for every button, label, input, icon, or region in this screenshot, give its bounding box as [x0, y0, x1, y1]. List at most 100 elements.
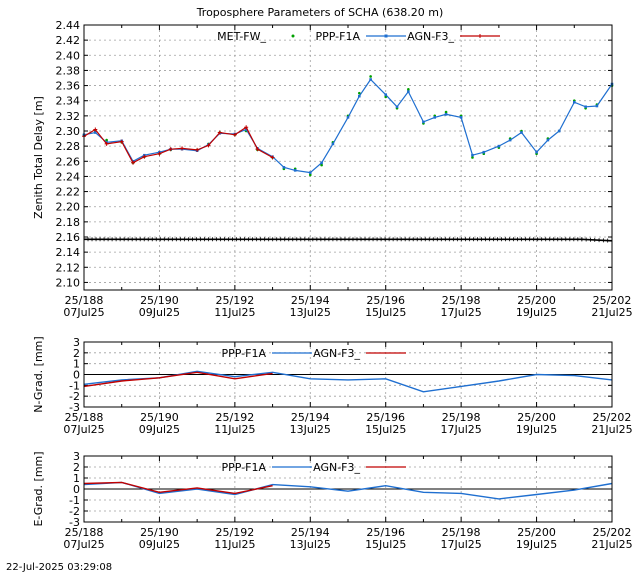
y-tick-label: 2.10	[56, 276, 81, 289]
y-tick-label: 2.38	[56, 64, 81, 77]
x-tick-label: 15Jul25	[365, 538, 406, 551]
y-tick-label: 2.34	[56, 95, 81, 108]
y-tick-label: -1	[69, 379, 80, 392]
y-tick-label: 2.12	[56, 261, 81, 274]
x-tick-label: 25/200	[517, 294, 556, 307]
y-tick-label: 2.22	[56, 186, 81, 199]
timestamp-footer: 22-Jul-2025 03:29:08	[6, 562, 113, 573]
y-tick-label: -3	[69, 516, 80, 529]
data-point	[206, 143, 211, 148]
legend-marker	[478, 34, 482, 38]
data-point	[105, 138, 108, 142]
series-agn-f3-line	[83, 126, 273, 164]
legend-label: AGN-F3_	[407, 30, 454, 43]
legend-label: PPP-F1A	[316, 30, 361, 43]
legend-marker	[384, 34, 388, 38]
x-tick-label: 09Jul25	[139, 423, 180, 436]
data-point	[308, 171, 312, 174]
data-point	[244, 128, 248, 131]
data-point	[217, 130, 222, 135]
legend-swatch	[291, 34, 295, 38]
series-ppp-f1a-line	[83, 78, 613, 174]
data-point	[369, 78, 372, 81]
y-tick-label: 2.20	[56, 201, 81, 214]
y-tick-label: 2.40	[56, 49, 81, 62]
y-tick-label: 0	[73, 369, 80, 382]
plot-frame	[83, 341, 613, 408]
x-tick-label: 25/200	[517, 526, 556, 539]
data-point	[459, 116, 463, 119]
x-tick-label: 17Jul25	[441, 538, 482, 551]
x-tick-label: 25/202	[593, 526, 632, 539]
series-baseline-line	[84, 238, 613, 242]
data-point	[535, 150, 538, 154]
x-tick-label: 25/188	[65, 411, 104, 424]
data-point	[433, 116, 437, 119]
x-tick-label: 25/190	[140, 411, 179, 424]
x-tick-label: 07Jul25	[63, 423, 104, 436]
y-tick-label: 1	[73, 358, 80, 371]
x-tick-label: 07Jul25	[63, 538, 104, 551]
y-tick-label: 2.26	[56, 155, 81, 168]
x-tick-label: 25/196	[366, 411, 405, 424]
y-tick-label: 2.30	[56, 125, 81, 138]
y-tick-label: -2	[69, 505, 80, 518]
y-tick-label: -1	[69, 494, 80, 507]
y-tick-label: 2.36	[56, 80, 81, 93]
y-tick-label: 3	[73, 336, 80, 349]
data-point	[119, 139, 124, 144]
y-tick-label: 0	[73, 483, 80, 496]
legend-label: PPP-F1A	[222, 347, 267, 360]
x-tick-label: 25/190	[140, 526, 179, 539]
data-point	[244, 125, 249, 130]
x-tick-label: 15Jul25	[365, 423, 406, 436]
x-tick-label: 25/198	[442, 294, 481, 307]
y-tick-label: -3	[69, 401, 80, 414]
y-tick-label: 2.32	[56, 110, 81, 123]
data-point	[444, 110, 448, 114]
plot-frame	[83, 455, 613, 523]
x-tick-label: 17Jul25	[441, 423, 482, 436]
x-tick-label: 21Jul25	[591, 306, 632, 319]
y-tick-label: 2.42	[56, 34, 81, 47]
x-tick-label: 25/202	[593, 411, 632, 424]
data-point	[471, 153, 474, 157]
y-axis-label: E-Grad. [mm]	[32, 451, 45, 526]
data-point	[471, 156, 474, 159]
x-tick-label: 19Jul25	[516, 423, 557, 436]
y-tick-label: 2.44	[56, 19, 81, 32]
x-tick-label: 25/192	[216, 411, 255, 424]
x-tick-label: 25/196	[366, 526, 405, 539]
data-point	[407, 88, 410, 91]
y-axis-label: Zenith Total Delay [m]	[32, 96, 45, 219]
y-tick-label: 2.18	[56, 216, 81, 229]
data-point	[369, 75, 372, 78]
data-point	[584, 105, 587, 109]
x-tick-label: 25/194	[291, 526, 330, 539]
data-point	[282, 166, 286, 169]
x-tick-label: 25/192	[216, 526, 255, 539]
x-tick-label: 25/198	[442, 526, 481, 539]
data-point	[320, 163, 323, 167]
x-tick-label: 25/194	[291, 411, 330, 424]
data-point	[94, 131, 97, 134]
data-point	[358, 94, 361, 98]
y-tick-label: 2.14	[56, 246, 81, 259]
x-tick-label: 19Jul25	[516, 306, 557, 319]
x-tick-label: 25/200	[517, 411, 556, 424]
x-tick-label: 13Jul25	[290, 306, 331, 319]
data-point	[508, 138, 512, 142]
data-point	[270, 155, 275, 160]
series-agn-f3-line	[83, 481, 273, 495]
series-ppp-f1a-line	[83, 481, 613, 500]
data-point	[444, 113, 448, 116]
data-point	[93, 127, 98, 132]
data-point	[520, 131, 523, 134]
data-point	[255, 147, 260, 152]
x-tick-label: 07Jul25	[63, 306, 104, 319]
x-tick-label: 25/202	[593, 294, 632, 307]
y-tick-label: 3	[73, 450, 80, 463]
data-point	[195, 147, 200, 152]
data-point	[346, 116, 350, 119]
